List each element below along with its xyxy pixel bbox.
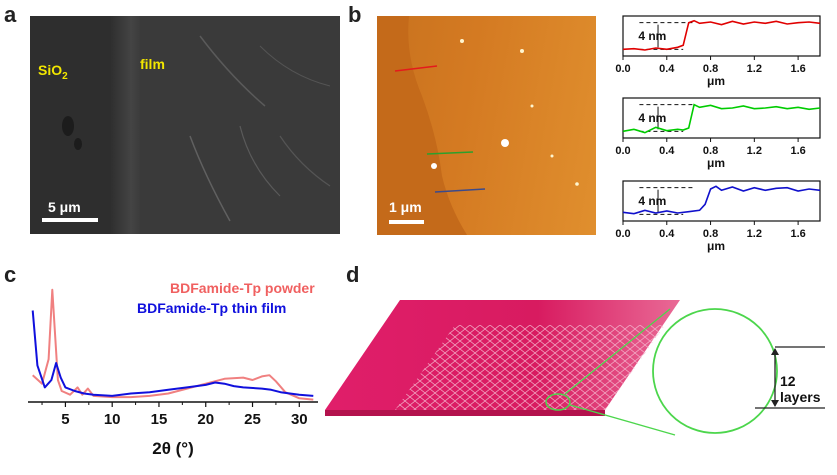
scale-bar-b xyxy=(389,220,424,224)
cof-film-model xyxy=(325,300,825,436)
film-lattice xyxy=(395,325,665,410)
x-axis-label: μm xyxy=(707,74,725,88)
sem-texture xyxy=(62,35,331,222)
panel-b-label: b xyxy=(348,2,362,27)
panel-c-label: c xyxy=(4,262,17,287)
x-tick-label: 0.0 xyxy=(615,228,630,240)
x-tick-label: 0.8 xyxy=(703,145,718,157)
profile-frame xyxy=(622,97,821,139)
panel-d-label: d xyxy=(346,262,360,287)
legend-thin-film: BDFamide-Tp thin film xyxy=(137,300,287,316)
x-tick-label: 0.8 xyxy=(703,228,718,240)
profile-frame xyxy=(622,180,821,222)
x-tick-label: 1.6 xyxy=(790,228,805,240)
series-line-BDFamide-Tp-thin-film xyxy=(31,310,314,397)
film-label: film xyxy=(140,56,165,72)
profile-line-blue xyxy=(622,185,821,215)
step-annotation: 4 nm xyxy=(638,194,666,208)
scale-bar-b-label: 1 μm xyxy=(389,199,422,215)
x-tick-label: 15 xyxy=(151,411,168,428)
step-annotation: 4 nm xyxy=(638,111,666,125)
x-tick-label: 20 xyxy=(197,411,214,428)
x-axis-label: μm xyxy=(707,239,725,253)
profile-red: 0.0 0.4 0.8 1.2 1.6 μm 4 nm xyxy=(605,8,835,93)
afm-image: 1 μm xyxy=(377,16,596,235)
profile-line-red xyxy=(622,19,821,51)
x-tick-label: 1.2 xyxy=(747,228,762,240)
panel-a-label: a xyxy=(4,2,17,27)
sem-image: SiO2 film 5 μm xyxy=(30,16,340,234)
zoom-origin-circle xyxy=(545,393,571,411)
x-tick-label: 0.0 xyxy=(615,63,630,75)
profile-blue: 0.0 0.4 0.8 1.2 1.6 μm 4 nm xyxy=(605,173,835,258)
afm-line-blue xyxy=(434,188,486,193)
zoom-circle xyxy=(652,308,778,434)
profile-line-green xyxy=(622,103,821,134)
x-tick-label: 0.8 xyxy=(703,63,718,75)
zoom-line-bottom xyxy=(569,404,676,436)
afm-topography xyxy=(377,16,579,235)
profile-frame xyxy=(622,15,821,57)
x-tick-label: 5 xyxy=(61,411,69,428)
sem-film-edge xyxy=(110,16,140,234)
x-tick-label: 0.4 xyxy=(659,145,675,157)
substrate-label: SiO2 xyxy=(38,62,68,82)
legend-powder: BDFamide-Tp powder xyxy=(170,280,315,296)
afm-line-red xyxy=(394,65,438,72)
x-tick-label: 30 xyxy=(291,411,308,428)
x-tick-label: 10 xyxy=(104,411,121,428)
x-tick-label: 25 xyxy=(244,411,261,428)
afm-line-green xyxy=(426,151,474,155)
x-tick-label: 1.2 xyxy=(747,145,762,157)
profile-green: 0.0 0.4 0.8 1.2 1.6 μm 4 nm xyxy=(605,90,835,175)
xrd-chart: 5 10 15 20 25 30 2θ (°) xyxy=(28,288,318,458)
scale-bar-a xyxy=(42,218,98,222)
x-tick-label: 0.4 xyxy=(659,228,675,240)
zoom-line-top xyxy=(564,308,671,395)
series-line-BDFamide-Tp-powder xyxy=(32,288,314,401)
x-axis-label: μm xyxy=(707,156,725,170)
step-annotation: 4 nm xyxy=(638,29,666,43)
scale-bar-a-label: 5 μm xyxy=(48,199,81,215)
x-tick-label: 1.2 xyxy=(747,63,762,75)
x-tick-label: 1.6 xyxy=(790,63,805,75)
x-tick-label: 0.0 xyxy=(615,145,630,157)
x-tick-label: 1.6 xyxy=(790,145,805,157)
layers-annotation: 12 layers xyxy=(780,373,837,405)
sem-substrate-region xyxy=(30,16,125,234)
x-axis-label: 2θ (°) xyxy=(152,439,194,458)
x-tick-label: 0.4 xyxy=(659,63,675,75)
film-front-edge xyxy=(325,410,605,416)
